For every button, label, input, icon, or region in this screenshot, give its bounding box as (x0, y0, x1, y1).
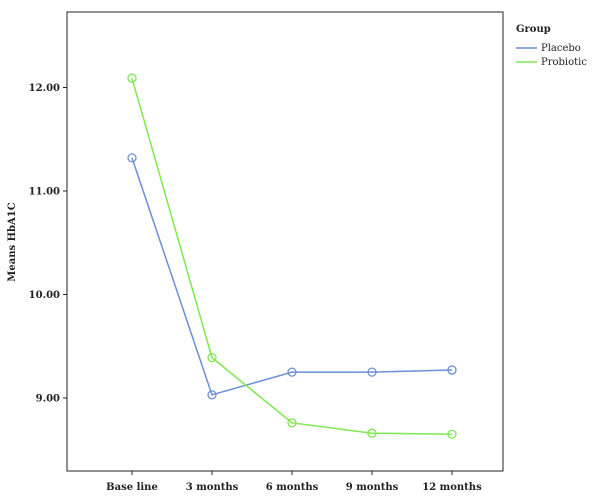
legend-label-probiotic: Probiotic (541, 57, 587, 68)
data-point-probiotic-2 (287, 418, 297, 428)
series-line-placebo (131, 157, 453, 396)
data-point-placebo-3 (367, 367, 377, 377)
x-tick-label: 3 months (186, 482, 239, 493)
data-point-probiotic-4 (447, 429, 457, 439)
series-line-probiotic (131, 77, 453, 435)
y-axis-title: Means HbA1C (7, 202, 18, 281)
y-tick-label: 12.00 (29, 83, 60, 94)
series-markers-placebo (127, 153, 457, 400)
plot-frame (66, 11, 504, 472)
data-point-placebo-0 (127, 153, 137, 163)
y-tick-label: 9.00 (36, 394, 60, 405)
data-point-placebo-2 (287, 367, 297, 377)
legend-title: Group (516, 24, 551, 35)
x-tick-label: 12 months (422, 482, 482, 493)
y-tick-label: 11.00 (29, 187, 60, 198)
x-tick-label: Base line (106, 482, 158, 493)
data-point-probiotic-0 (127, 73, 137, 83)
series-markers-probiotic (127, 73, 457, 439)
data-point-placebo-4 (447, 365, 457, 375)
legend-label-placebo: Placebo (541, 43, 581, 54)
x-tick-label: 6 months (266, 482, 319, 493)
legend: Group Placebo Probiotic (516, 24, 587, 68)
data-point-probiotic-1 (207, 352, 217, 363)
y-tick-label: 10.00 (29, 290, 60, 301)
x-tick-label: 9 months (346, 482, 399, 493)
data-point-placebo-1 (207, 390, 217, 400)
data-point-probiotic-3 (367, 428, 377, 438)
